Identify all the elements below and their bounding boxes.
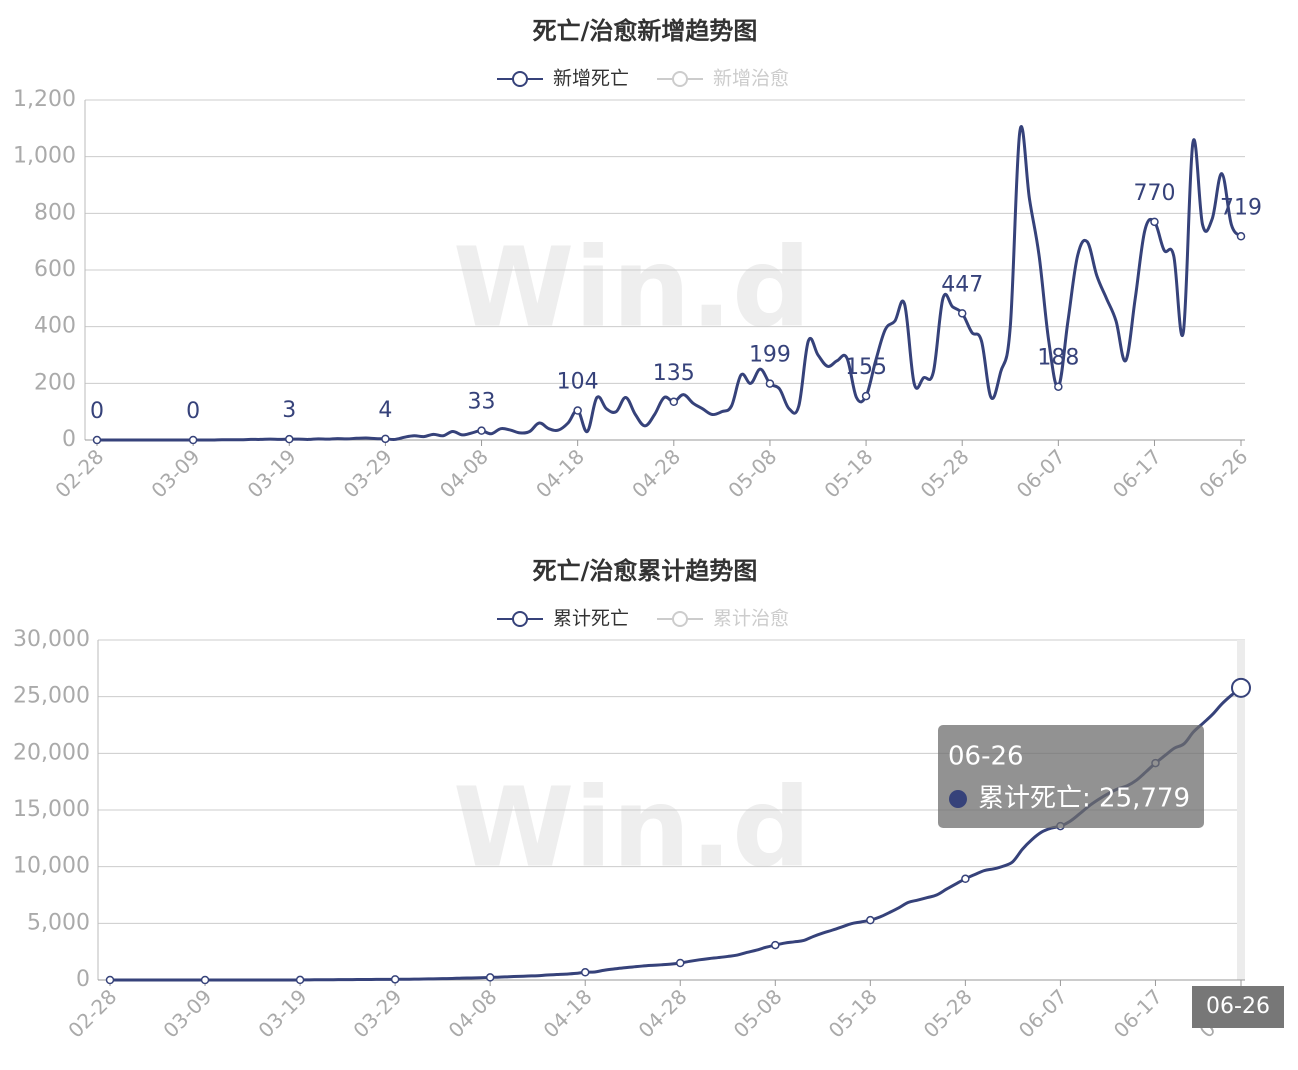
data-label: 199 — [749, 343, 791, 368]
legend-symbol — [672, 71, 688, 87]
data-label: 104 — [557, 370, 599, 395]
legend-label: 新增死亡 — [553, 68, 629, 90]
watermark: Win.d — [453, 763, 811, 891]
x-tick-label: 06-17 — [1108, 444, 1166, 502]
data-point — [1054, 382, 1063, 391]
data-point — [580, 968, 590, 977]
data-point — [188, 435, 198, 445]
x-tick-label: 06-26 — [1194, 444, 1252, 502]
tooltip-title: 06-26 — [948, 742, 1024, 772]
data-point — [961, 874, 970, 884]
x-tick-label: 05-08 — [723, 444, 781, 502]
y-tick-label: 10,000 — [13, 854, 90, 879]
data-point — [285, 434, 294, 444]
data-label: 719 — [1220, 195, 1262, 220]
data-label: 33 — [468, 390, 496, 415]
y-tick-label: 1,000 — [13, 144, 76, 169]
x-tick-label: 04-08 — [435, 444, 493, 502]
tooltip-box — [938, 725, 1204, 828]
data-point — [866, 915, 875, 925]
y-tick-label: 200 — [34, 370, 76, 395]
data-label: 0 — [90, 399, 104, 424]
y-tick-label: 25,000 — [13, 684, 90, 709]
y-tick-label: 600 — [34, 257, 76, 282]
data-label: 188 — [1037, 346, 1079, 371]
x-tick-label: 04-18 — [539, 984, 597, 1042]
axis-pointer-label: 06-26 — [1206, 994, 1270, 1019]
x-tick-label: 03-29 — [339, 444, 397, 502]
x-tick-label: 03-09 — [146, 444, 204, 502]
data-point — [573, 406, 582, 415]
x-tick-label: 03-09 — [158, 984, 216, 1042]
axis-pointer-label-bg — [1192, 986, 1284, 1028]
x-tick-label: 06-07 — [1014, 984, 1072, 1042]
x-tick-label: 06-17 — [1109, 984, 1167, 1042]
data-point — [957, 309, 967, 318]
data-label: 135 — [653, 361, 695, 386]
data-point — [771, 940, 780, 950]
data-point — [200, 975, 210, 985]
x-tick-label: 05-08 — [729, 984, 787, 1042]
axis-pointer — [1237, 640, 1245, 980]
x-tick-label: 03-19 — [253, 984, 311, 1042]
data-label: 3 — [282, 398, 296, 423]
data-point — [676, 958, 685, 968]
x-tick-label: 04-18 — [531, 444, 589, 502]
y-tick-label: 5,000 — [27, 910, 90, 935]
data-point — [1231, 677, 1251, 698]
x-tick-label: 02-28 — [50, 444, 108, 502]
data-label: 155 — [845, 355, 887, 380]
y-tick-label: 1,200 — [13, 87, 76, 112]
y-tick-label: 0 — [76, 967, 90, 992]
y-tick-label: 30,000 — [13, 627, 90, 652]
data-point — [1150, 217, 1159, 227]
data-point — [390, 975, 400, 984]
legend-symbol — [512, 71, 528, 87]
legend-label: 累计死亡 — [553, 608, 629, 630]
data-label: 447 — [941, 272, 983, 297]
tooltip-label: 累计死亡: 25,779 — [978, 784, 1190, 814]
legend-symbol — [672, 611, 688, 627]
x-tick-label: 04-28 — [627, 444, 685, 502]
legend-symbol — [512, 611, 528, 627]
watermark: Win.d — [453, 223, 811, 351]
chart-title: 死亡/治愈累计趋势图 — [533, 557, 758, 585]
data-point — [381, 434, 390, 444]
legend-label: 累计治愈 — [713, 608, 789, 630]
y-tick-label: 0 — [62, 427, 76, 452]
x-tick-label: 04-08 — [444, 984, 502, 1042]
data-point — [105, 975, 115, 985]
data-point — [485, 973, 495, 982]
data-label: 770 — [1133, 181, 1175, 206]
y-tick-label: 15,000 — [13, 797, 90, 822]
tooltip-dot — [949, 790, 967, 808]
x-tick-label: 05-28 — [916, 444, 974, 502]
x-tick-label: 03-29 — [348, 984, 406, 1042]
x-tick-label: 05-18 — [824, 984, 882, 1042]
y-tick-label: 800 — [34, 200, 76, 225]
data-point — [765, 379, 775, 388]
chart-title: 死亡/治愈新增趋势图 — [533, 17, 758, 45]
y-tick-label: 20,000 — [13, 740, 90, 765]
data-point — [295, 975, 305, 985]
x-tick-label: 03-19 — [243, 444, 301, 502]
data-point — [669, 397, 679, 406]
x-tick-label: 06-07 — [1012, 444, 1070, 502]
data-point — [1236, 232, 1246, 241]
x-tick-label: 05-18 — [819, 444, 877, 502]
legend-label: 新增治愈 — [713, 68, 789, 90]
x-tick-label: 04-28 — [634, 984, 692, 1042]
data-label: 4 — [378, 398, 392, 423]
y-tick-label: 400 — [34, 314, 76, 339]
data-point — [477, 426, 486, 435]
data-label: 0 — [186, 399, 200, 424]
x-tick-label: 02-28 — [63, 984, 121, 1042]
x-tick-label: 05-28 — [919, 984, 977, 1042]
data-point — [92, 435, 102, 445]
data-point — [861, 391, 871, 401]
